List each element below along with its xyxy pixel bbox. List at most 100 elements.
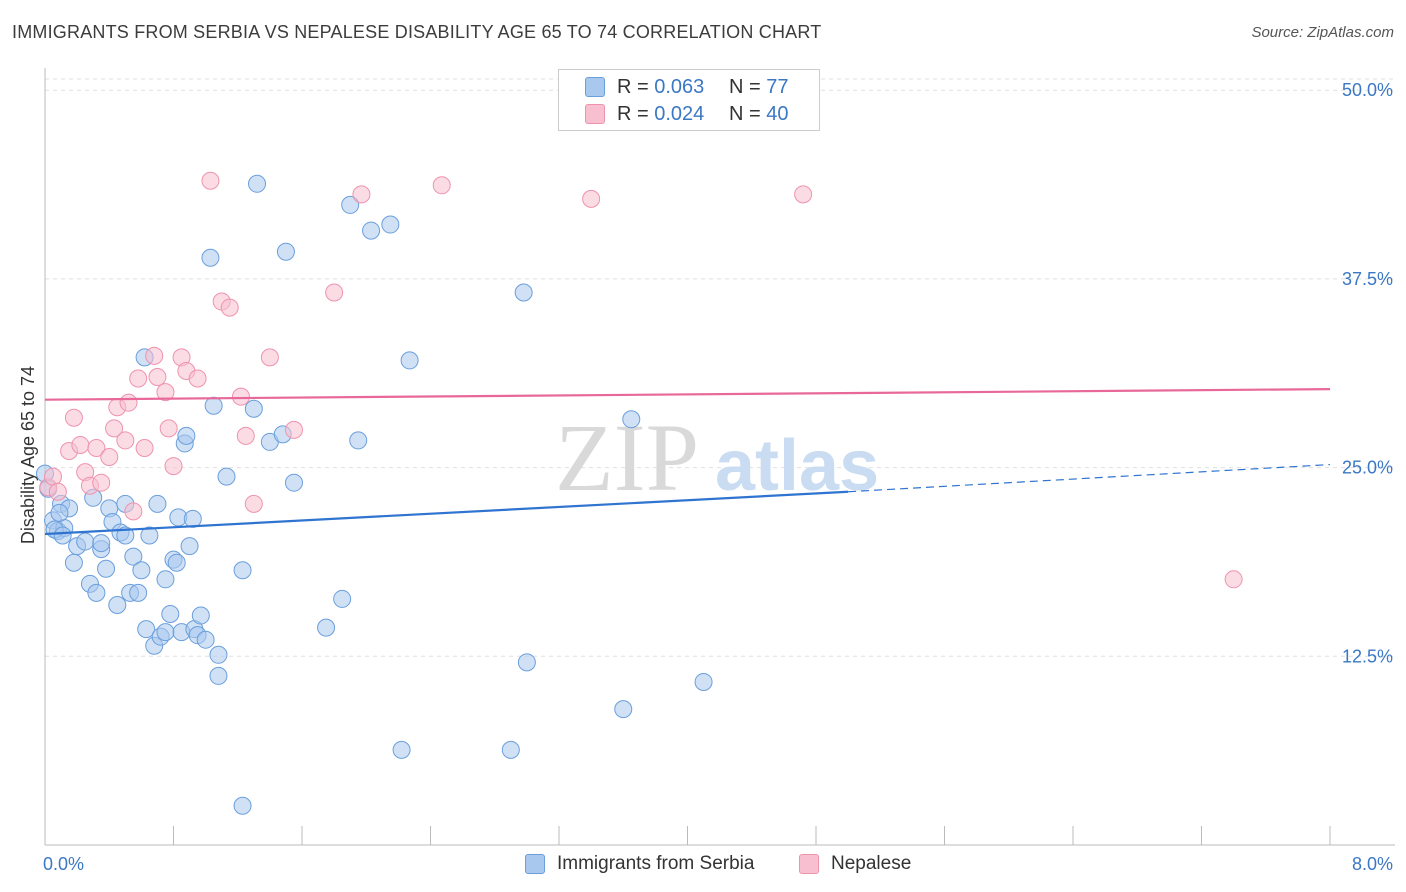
y-tick-label: 12.5% <box>1342 646 1393 666</box>
data-point-serbia <box>333 589 352 608</box>
data-point-serbia <box>76 532 95 551</box>
data-point-nepalese <box>432 176 451 195</box>
data-point-serbia <box>614 700 633 719</box>
data-point-serbia <box>167 553 186 572</box>
data-point-serbia <box>622 410 641 429</box>
data-point-serbia <box>191 606 210 625</box>
y-axis-label: Disability Age 65 to 74 <box>18 366 38 544</box>
y-tick-label: 50.0% <box>1342 80 1393 100</box>
data-point-serbia <box>148 494 167 513</box>
data-point-nepalese <box>119 393 138 412</box>
data-point-serbia <box>400 351 419 370</box>
y-tick-label: 25.0% <box>1342 458 1393 478</box>
legend-label-serbia: Immigrants from Serbia <box>557 853 755 874</box>
legend-swatch-serbia <box>525 854 545 874</box>
data-point-serbia <box>209 666 228 685</box>
data-point-serbia <box>196 630 215 649</box>
data-point-nepalese <box>87 438 106 457</box>
data-point-nepalese <box>100 448 119 467</box>
data-point-serbia <box>381 215 400 234</box>
data-point-serbia <box>244 399 263 418</box>
data-point-nepalese <box>220 298 239 317</box>
data-point-nepalese <box>105 419 124 438</box>
data-point-serbia <box>217 467 236 486</box>
data-point-serbia <box>137 620 156 639</box>
legend-r-label: R = <box>617 103 655 125</box>
data-point-nepalese <box>260 348 279 367</box>
data-point-nepalese <box>148 368 167 387</box>
data-point-nepalese <box>135 438 154 457</box>
data-point-serbia <box>64 553 83 572</box>
data-point-serbia <box>694 672 713 691</box>
data-point-serbia <box>517 653 536 672</box>
data-point-nepalese <box>284 420 303 439</box>
x-tick-labels: 0.0% 8.0% <box>43 854 1393 874</box>
data-point-nepalese <box>124 502 143 521</box>
data-point-serbia <box>92 534 111 553</box>
data-point-serbia <box>276 242 295 261</box>
data-point-serbia <box>201 248 220 267</box>
data-point-serbia <box>317 618 336 637</box>
data-point-serbia <box>501 740 520 759</box>
data-point-serbia <box>204 396 223 415</box>
data-point-serbia <box>341 195 360 214</box>
trend-line-serbia-extension <box>848 463 1331 493</box>
y-tick-labels: 12.5% 25.0% 37.5% 50.0% <box>1342 80 1393 666</box>
data-point-serbia <box>129 583 148 602</box>
data-point-serbia <box>156 623 175 642</box>
legend-label-nepalese: Nepalese <box>831 853 912 874</box>
x-tick-label-min: 0.0% <box>43 854 84 874</box>
data-point-serbia <box>161 605 180 624</box>
data-point-serbia <box>233 561 252 580</box>
data-point-nepalese <box>352 185 371 204</box>
legend-row-serbia: R = 0.063 N = 77 <box>559 74 817 100</box>
data-point-serbia <box>132 561 151 580</box>
data-point-serbia <box>156 570 175 589</box>
data-point-nepalese <box>325 283 344 302</box>
data-point-serbia <box>284 473 303 492</box>
data-point-serbia <box>177 426 196 445</box>
watermark-atlas: atlas <box>715 426 879 506</box>
data-point-serbia <box>180 537 199 556</box>
data-point-nepalese <box>236 426 255 445</box>
data-point-nepalese <box>1224 570 1243 589</box>
series-serbia-points <box>36 174 713 815</box>
data-point-nepalese <box>71 435 90 454</box>
y-tick-label: 37.5% <box>1342 269 1393 289</box>
data-point-nepalese <box>794 185 813 204</box>
trend-line-nepalese <box>44 387 1331 401</box>
chart-title: IMMIGRANTS FROM SERBIA VS NEPALESE DISAB… <box>12 22 822 42</box>
data-point-nepalese <box>582 189 601 208</box>
trend-line-serbia <box>44 490 849 536</box>
legend-swatch-serbia <box>585 77 605 97</box>
legend-r-label: R = <box>617 76 655 98</box>
legend-swatch-nepalese <box>799 854 819 874</box>
legend-n-label: N = <box>729 103 767 125</box>
data-point-nepalese <box>129 369 148 388</box>
data-point-nepalese <box>116 431 135 450</box>
legend-n-value-nepalese: 40 <box>766 103 789 125</box>
data-point-nepalese <box>92 473 111 492</box>
legend-row-nepalese: R = 0.024 N = 40 <box>559 101 817 127</box>
data-point-serbia <box>140 526 159 545</box>
data-point-nepalese <box>44 467 63 486</box>
data-point-nepalese <box>244 494 263 513</box>
data-point-serbia <box>116 526 135 545</box>
data-point-nepalese <box>64 408 83 427</box>
data-point-serbia <box>124 547 143 566</box>
data-point-nepalese <box>48 482 67 501</box>
data-point-serbia <box>53 526 72 545</box>
data-point-nepalese <box>188 369 207 388</box>
legend-r-value-nepalese: 0.024 <box>654 103 705 125</box>
trend-lines <box>44 387 1331 536</box>
axes <box>44 68 1395 846</box>
data-point-serbia <box>108 595 127 614</box>
correlation-legend: R = 0.063 N = 77 R = 0.024 N = 40 <box>558 69 820 131</box>
legend-r-value-serbia: 0.063 <box>654 76 705 98</box>
data-point-nepalese <box>159 419 178 438</box>
legend-n-label: N = <box>729 76 767 98</box>
data-point-serbia <box>97 559 116 578</box>
data-point-serbia <box>50 503 69 522</box>
data-point-nepalese <box>201 171 220 190</box>
